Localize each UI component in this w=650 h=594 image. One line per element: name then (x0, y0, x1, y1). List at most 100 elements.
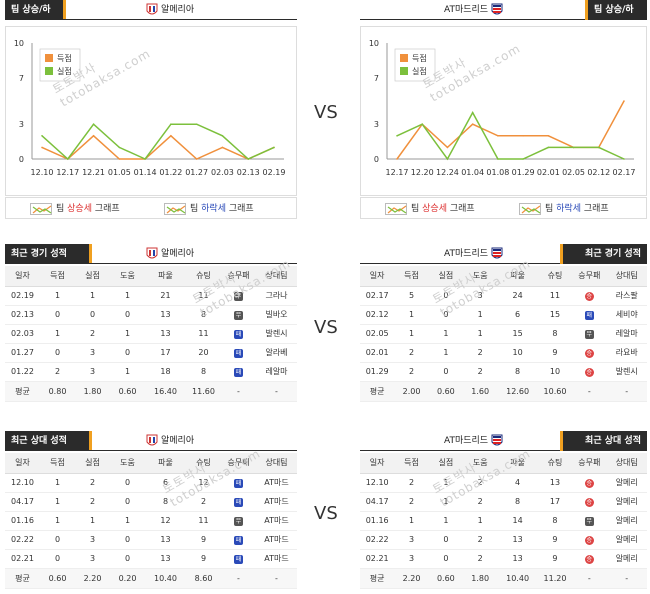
column-header: 승무패 (572, 453, 607, 474)
table-cell: 3 (75, 362, 110, 382)
column-header: 승무패 (572, 266, 607, 287)
table-cell: 패 (221, 343, 256, 363)
left-chart-box: 10 7 3 0 12.10 12.17 12.21 01.05 01.14 01.22 01.27… (5, 26, 297, 196)
column-header: 실점 (75, 266, 110, 287)
right-h2h-header: 최근 상대 성적 (563, 431, 647, 451)
table-cell: 0 (110, 473, 145, 493)
left-chart-header: 팀 상승/하락세 (5, 0, 63, 35)
table-cell: 승 (572, 362, 607, 382)
left-recent-header: 최근 경기 성적 (5, 244, 89, 264)
header-line (5, 450, 297, 451)
table-cell: AT마드 (256, 530, 297, 550)
table-cell: 11 (186, 286, 221, 306)
x-tick-label: 01.27 (185, 168, 208, 177)
x-tick-label: 12.21 (82, 168, 105, 177)
table-cell: 9 (537, 343, 573, 363)
vs-label-charts: VS (314, 102, 338, 123)
table-cell: 01.29 (360, 362, 395, 382)
table-cell: 12.10 (360, 473, 395, 493)
x-tick-label: 02.17 (613, 168, 636, 177)
header-accent (63, 0, 66, 20)
table-cell: 1 (110, 511, 145, 531)
average-cell: - (606, 381, 647, 402)
table-cell: 0 (428, 549, 464, 569)
draw-badge: 무 (234, 310, 243, 320)
data-point (396, 158, 398, 160)
data-point (66, 158, 69, 160)
table-row: 02.01 2 1 2 10 9 승 라요바 (360, 343, 647, 363)
table-cell: 13 (537, 473, 573, 493)
table-cell: 1 (428, 511, 464, 531)
loss-badge: 패 (584, 310, 594, 320)
column-header: 상대팀 (256, 453, 297, 474)
table-cell: 0 (40, 530, 75, 550)
data-point (547, 146, 550, 149)
table-cell: 3 (463, 286, 498, 306)
fall-legend: 팀 하락세 그래프 (164, 202, 254, 216)
column-header: 슈팅 (537, 266, 573, 287)
table-cell: 1 (428, 343, 464, 363)
table-row: 02.12 1 0 1 6 15 패 세비야 (360, 305, 647, 325)
average-cell: 11.20 (537, 568, 573, 589)
column-header: 실점 (428, 453, 464, 474)
average-cell: 10.40 (145, 568, 186, 589)
table-cell: 무 (572, 324, 607, 344)
table-cell: 01.16 (5, 511, 40, 531)
right-team-name: AT마드리드 (444, 2, 506, 18)
right-h2h-table: 일자 득점 실점 도움 파울 슈팅 승무패 상대팀 12.10 2 1 2 4 13 승 알메리 04.17 2 1… (360, 453, 647, 589)
table-cell: AT마드 (256, 549, 297, 569)
table-cell: 0 (110, 492, 145, 512)
table-row: 02.13 0 0 0 13 8 무 빌바오 (5, 305, 297, 325)
legend-label: 실점 (57, 66, 72, 76)
data-point (118, 146, 121, 149)
table-cell: 라스팔 (606, 286, 647, 306)
header-accent (89, 431, 92, 451)
average-cell: - (256, 568, 297, 589)
right-recent-header: 최근 경기 성적 (563, 244, 647, 264)
data-point (273, 146, 275, 149)
series-line-score (396, 100, 625, 160)
header-accent (560, 244, 563, 264)
table-cell: 20 (186, 343, 221, 363)
column-header: 도움 (463, 453, 498, 474)
table-cell: 무 (221, 286, 256, 306)
average-cell: 8.60 (186, 568, 221, 589)
table-cell: 레알마 (256, 362, 297, 382)
table-cell: 8 (497, 492, 538, 512)
data-point (221, 146, 224, 149)
table-row: 01.29 2 0 2 8 10 승 발렌시 (360, 362, 647, 382)
right-recent-panel: 최근 경기 성적 AT마드리드 일자 득점 실점 도움 파울 슈팅 승무패 상대팀 02.17 5… (360, 244, 647, 408)
average-cell: 0.60 (428, 381, 464, 402)
right-chart-box: 10 7 3 0 12.17 12.20 12.24 01.04 01.08 01.29 02.01… (360, 26, 647, 196)
header-line (5, 263, 297, 264)
table-cell: 02.19 (5, 286, 40, 306)
average-cell: 0.60 (110, 381, 145, 402)
data-point (421, 123, 424, 125)
y-tick-label: 0 (374, 155, 379, 164)
series-line-concede (396, 111, 625, 161)
table-cell: 02.21 (360, 549, 395, 569)
header-line (360, 263, 647, 264)
draw-badge: 무 (584, 329, 594, 339)
column-header: 슈팅 (537, 453, 573, 474)
atletico-logo-icon (491, 434, 503, 448)
table-cell: 세비야 (606, 305, 647, 325)
left-recent-table: 일자 득점 실점 도움 파울 슈팅 승무패 상대팀 02.19 1 1 1 21 11 무 그라나 02.13 0… (5, 266, 297, 402)
column-header: 도움 (110, 266, 145, 287)
column-header: 파울 (497, 266, 538, 287)
column-header: 상대팀 (606, 453, 647, 474)
win-badge: 승 (584, 497, 594, 507)
table-cell: 6 (145, 473, 186, 493)
average-cell: 16.40 (145, 381, 186, 402)
vs-label-h2h: VS (314, 503, 338, 524)
table-cell: 0 (428, 530, 464, 550)
data-point (144, 158, 146, 160)
win-badge: 승 (584, 478, 594, 488)
table-header-row: 일자 득점 실점 도움 파울 슈팅 승무패 상대팀 (5, 266, 297, 287)
table-row: 02.22 3 0 2 13 9 승 알메리 (360, 530, 647, 550)
table-cell: AT마드 (256, 473, 297, 493)
data-point (547, 135, 550, 137)
table-cell: 2 (394, 492, 429, 512)
table-cell: 13 (145, 530, 186, 550)
table-row: 02.17 5 0 3 24 11 승 라스팔 (360, 286, 647, 306)
